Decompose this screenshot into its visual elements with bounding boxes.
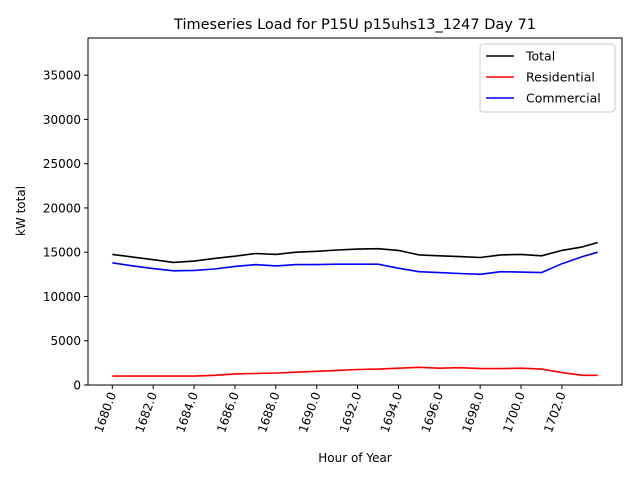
- x-tick-label: 1702.0: [541, 390, 569, 434]
- legend-label-residential: Residential: [526, 70, 595, 85]
- y-tick-label: 0: [73, 379, 81, 393]
- series-line-residential: [112, 366, 598, 377]
- legend: Total Residential Commercial: [479, 43, 616, 113]
- x-tick-label: 1690.0: [296, 390, 324, 434]
- y-tick-label: 10000: [43, 290, 81, 304]
- x-tick-label: 1686.0: [214, 390, 242, 434]
- y-tick-label: 5000: [50, 334, 81, 348]
- y-tick-label: 20000: [43, 201, 81, 215]
- series-line-total: [112, 241, 598, 264]
- x-tick-label: 1694.0: [378, 390, 406, 434]
- x-tick-label: 1700.0: [500, 390, 528, 434]
- x-tick-label: 1688.0: [255, 390, 283, 434]
- plot-frame: [87, 37, 623, 386]
- x-tick-label: 1682.0: [132, 390, 160, 434]
- x-tick-label: 1696.0: [419, 390, 447, 434]
- y-tick-label: 15000: [43, 246, 81, 260]
- y-axis-label: kW total: [14, 186, 28, 236]
- x-axis-label: Hour of Year: [318, 451, 392, 465]
- y-tick-label: 35000: [43, 69, 81, 83]
- legend-label-total: Total: [525, 49, 555, 64]
- x-tick-label: 1684.0: [173, 390, 201, 434]
- y-tick-label: 25000: [43, 157, 81, 171]
- series-line-commercial: [112, 251, 598, 276]
- x-tick-label: 1692.0: [337, 390, 365, 434]
- y-tick-label: 30000: [43, 113, 81, 127]
- x-tick-label: 1680.0: [92, 390, 120, 434]
- chart-title: Timeseries Load for P15U p15uhs13_1247 D…: [173, 17, 536, 33]
- legend-label-commercial: Commercial: [526, 91, 601, 106]
- x-tick-label: 1698.0: [459, 390, 487, 434]
